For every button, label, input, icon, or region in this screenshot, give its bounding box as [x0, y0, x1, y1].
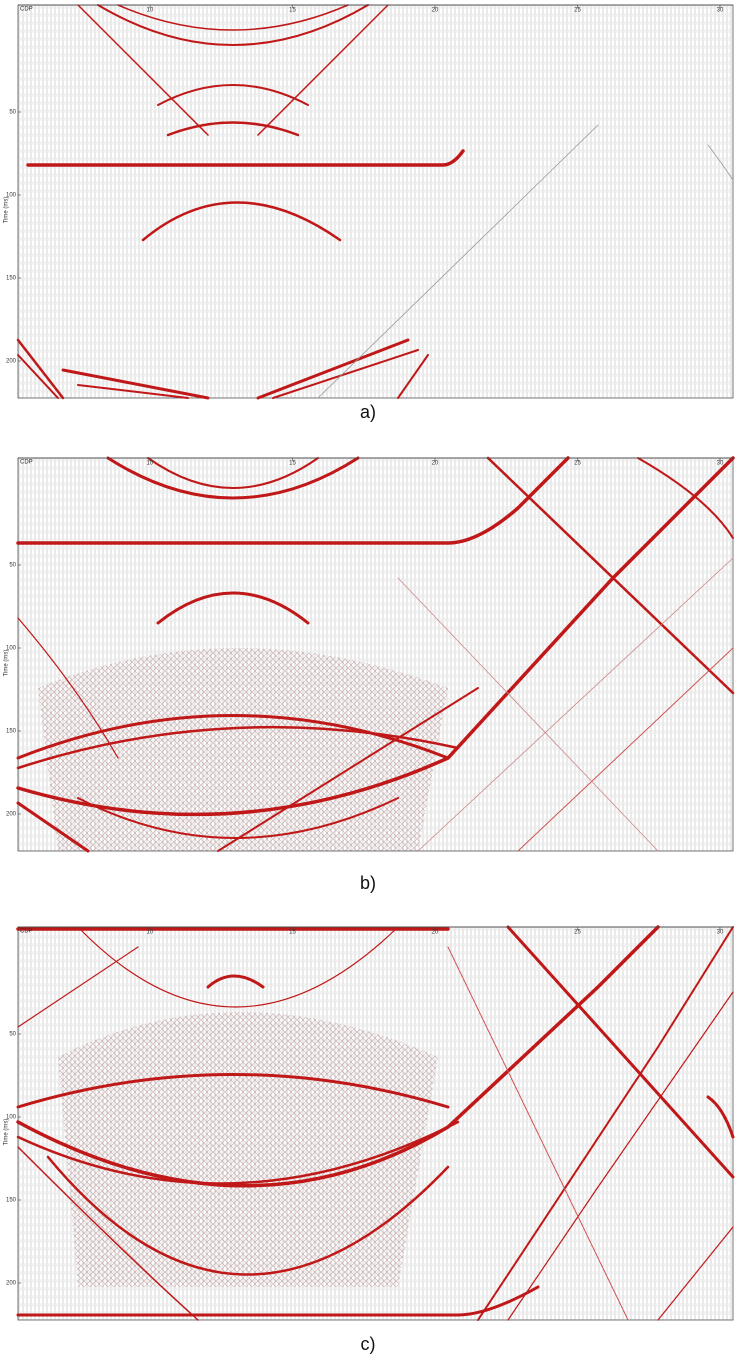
x-tick-label: 30: [717, 930, 724, 936]
y-tick-label: 50: [9, 1032, 16, 1038]
noise-field: [38, 648, 448, 851]
y-tick-label: 50: [9, 563, 16, 569]
x-tick-label: 10: [147, 8, 154, 14]
x-tick-label: 20: [432, 8, 439, 14]
y-tick-label: 150: [6, 729, 17, 735]
x-tick-label: 30: [717, 8, 724, 14]
figure: CDP101520253050100150200Time (ms)a)CDP10…: [0, 0, 735, 1362]
x-tick-label: 15: [289, 930, 296, 936]
corner-label: CDP: [20, 460, 33, 466]
noise-field: [58, 1012, 438, 1287]
y-axis-label: Time (ms): [4, 1119, 10, 1146]
x-tick-label: 25: [574, 8, 581, 14]
panel-caption: a): [360, 402, 376, 422]
x-tick-label: 25: [574, 461, 581, 467]
y-tick-label: 200: [6, 359, 17, 365]
y-axis-label: Time (ms): [4, 650, 10, 677]
x-tick-label: 25: [574, 930, 581, 936]
x-tick-label: 10: [147, 461, 154, 467]
y-tick-label: 50: [9, 110, 16, 116]
panel-caption: b): [360, 873, 376, 893]
x-tick-label: 10: [147, 930, 154, 936]
corner-label: CDP: [20, 929, 33, 935]
y-tick-label: 200: [6, 1281, 17, 1287]
x-tick-label: 15: [289, 461, 296, 467]
x-tick-label: 20: [432, 930, 439, 936]
x-tick-label: 20: [432, 461, 439, 467]
y-axis-label: Time (ms): [4, 197, 10, 224]
y-tick-label: 150: [6, 276, 17, 282]
corner-label: CDP: [20, 7, 33, 13]
panel-background: [18, 5, 733, 398]
panel-caption: c): [361, 1334, 376, 1354]
x-tick-label: 15: [289, 8, 296, 14]
x-tick-label: 30: [717, 461, 724, 467]
y-tick-label: 150: [6, 1198, 17, 1204]
y-tick-label: 200: [6, 812, 17, 818]
